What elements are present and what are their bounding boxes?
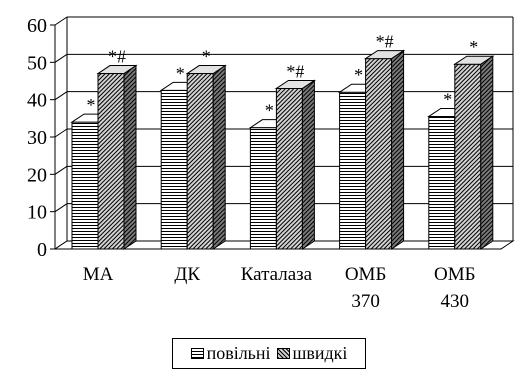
- bar-top: [185, 65, 227, 75]
- bar-top: [96, 65, 138, 75]
- y-tick-label: 60: [27, 15, 47, 37]
- data-label: *: [443, 89, 452, 109]
- y-tick-label: 50: [27, 52, 47, 74]
- bar: [249, 127, 277, 250]
- legend: повільні швидкі: [172, 338, 366, 369]
- data-label: *: [87, 95, 96, 115]
- x-tick-label: Каталаза: [241, 264, 313, 285]
- bar: [428, 115, 456, 250]
- data-label: *: [469, 37, 478, 57]
- x-tick-label: ДК: [174, 264, 200, 285]
- y-tick-label: 40: [27, 90, 47, 112]
- x-tick-label: ОМБ: [434, 264, 476, 285]
- bar: [97, 73, 125, 250]
- x-tick-label: 430: [441, 291, 470, 312]
- gridline-depth: [54, 91, 68, 101]
- data-label: *: [202, 47, 211, 67]
- bar-side: [212, 64, 226, 250]
- bar: [275, 87, 303, 250]
- bar-chart: 0 10 20 30 40 50 60 * *# МА * * ДК * *# Каталаза * *# ОМБ 3…: [27, 15, 515, 312]
- bar: [365, 58, 393, 250]
- gridline-depth: [54, 128, 68, 138]
- bar-top: [274, 79, 317, 89]
- bar-top: [363, 50, 406, 60]
- x-tick-label: 370: [351, 291, 380, 312]
- data-label: *: [265, 101, 274, 121]
- legend-item-slow: повільні: [190, 343, 271, 364]
- y-tick-label: 0: [37, 239, 47, 261]
- bar-side: [123, 64, 137, 250]
- y-tick-label: 30: [27, 127, 47, 149]
- gridline-depth: [54, 53, 68, 63]
- data-label: *#: [376, 32, 394, 52]
- gridline-depth: [54, 165, 68, 175]
- legend-swatch-slow: [190, 348, 204, 359]
- bar: [339, 91, 367, 250]
- y-tick-label: 20: [27, 164, 47, 186]
- bar-side: [480, 55, 494, 250]
- x-tick-label: ОМБ: [345, 264, 387, 285]
- gridline-depth: [54, 203, 68, 213]
- bar: [71, 121, 99, 250]
- y-tick-label: 10: [27, 202, 47, 224]
- bar: [160, 89, 188, 250]
- data-label: *#: [286, 61, 304, 81]
- bar: [186, 73, 214, 250]
- x-tick-label: МА: [83, 264, 114, 285]
- bar-side: [301, 79, 315, 250]
- gridline-depth: [54, 16, 68, 26]
- bar: [454, 63, 482, 250]
- data-label: *: [354, 65, 363, 85]
- legend-label-fast: швидкі: [292, 343, 348, 363]
- data-label: *#: [108, 47, 126, 67]
- bar-top: [453, 55, 495, 65]
- legend-swatch-fast: [276, 348, 290, 359]
- bar-side: [391, 49, 405, 250]
- data-label: *: [176, 63, 185, 83]
- legend-item-fast: швидкі: [276, 343, 348, 364]
- legend-label-slow: повільні: [206, 343, 271, 363]
